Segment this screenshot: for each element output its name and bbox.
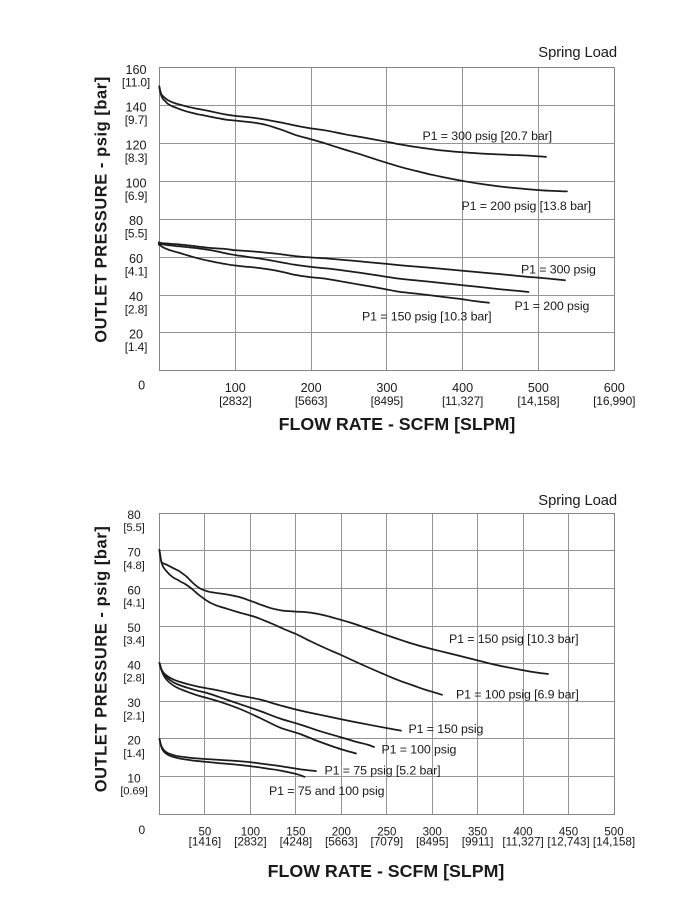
svg-text:20: 20 [129,328,143,342]
svg-text:[5663]: [5663] [295,394,327,408]
svg-text:[11.0]: [11.0] [122,75,150,89]
svg-text:200: 200 [332,826,351,838]
svg-text:100: 100 [241,826,260,838]
svg-text:[4248]: [4248] [280,835,313,849]
svg-text:0: 0 [138,823,145,837]
svg-text:[8.3]: [8.3] [125,151,148,165]
svg-text:[2.8]: [2.8] [125,302,148,316]
svg-text:OUTLET PRESSURE - psig [bar]: OUTLET PRESSURE - psig [bar] [93,76,111,343]
svg-text:[1.4]: [1.4] [125,340,148,354]
svg-text:120: 120 [125,139,146,153]
svg-text:40: 40 [127,659,141,673]
svg-text:100: 100 [125,176,146,190]
svg-text:Spring Load: Spring Load [538,493,617,509]
svg-text:[2.8]: [2.8] [123,673,144,685]
svg-text:[12,743]: [12,743] [547,835,589,849]
svg-text:[5.5]: [5.5] [123,522,144,534]
svg-text:[14,158]: [14,158] [593,835,635,849]
svg-text:300: 300 [423,826,442,838]
svg-text:Spring Load: Spring Load [538,45,617,61]
svg-text:[6.9]: [6.9] [125,189,148,203]
svg-text:[4.1]: [4.1] [125,265,148,279]
svg-text:20: 20 [127,734,141,748]
svg-text:[0.69]: [0.69] [120,786,147,798]
svg-text:[16,990]: [16,990] [593,394,635,408]
svg-text:[11,327]: [11,327] [442,394,483,408]
svg-text:[7079]: [7079] [371,835,404,849]
svg-text:P1 = 100 psig [6.9 bar]: P1 = 100 psig [6.9 bar] [456,687,579,701]
svg-text:70: 70 [127,546,141,560]
svg-text:[1.4]: [1.4] [123,748,144,760]
svg-text:50: 50 [127,621,141,635]
svg-text:600: 600 [604,381,625,395]
svg-text:[2832]: [2832] [234,835,267,849]
svg-text:150: 150 [286,826,305,838]
svg-text:OUTLET PRESSURE - psig [bar]: OUTLET PRESSURE - psig [bar] [93,526,111,793]
svg-text:[4.1]: [4.1] [123,598,144,610]
svg-text:80: 80 [127,508,141,522]
svg-text:[5.5]: [5.5] [125,227,148,241]
svg-text:[2.1]: [2.1] [123,710,144,722]
svg-text:[4.8]: [4.8] [123,560,144,572]
svg-text:450: 450 [559,826,578,838]
svg-text:P1 = 150 psig [10.3 bar]: P1 = 150 psig [10.3 bar] [362,310,492,324]
svg-text:FLOW RATE - SCFM [SLPM]: FLOW RATE - SCFM [SLPM] [279,414,516,434]
svg-text:40: 40 [129,290,143,304]
svg-text:80: 80 [129,214,143,228]
svg-text:250: 250 [377,826,396,838]
svg-text:[1416]: [1416] [189,835,222,849]
svg-text:400: 400 [452,381,473,395]
svg-text:60: 60 [129,252,143,266]
svg-text:10: 10 [127,771,141,785]
svg-text:P1 = 300 psig [20.7 bar]: P1 = 300 psig [20.7 bar] [423,129,553,143]
svg-text:[11,327]: [11,327] [502,835,543,849]
svg-text:P1 = 200 psig: P1 = 200 psig [515,299,590,313]
svg-text:[9911]: [9911] [462,835,494,849]
svg-text:FLOW RATE - SCFM [SLPM]: FLOW RATE - SCFM [SLPM] [268,861,505,881]
svg-text:400: 400 [514,826,533,838]
svg-text:[2832]: [2832] [219,394,251,408]
svg-text:500: 500 [528,381,549,395]
svg-text:P1 = 150 psig [10.3 bar]: P1 = 150 psig [10.3 bar] [449,632,579,646]
svg-text:160: 160 [125,63,146,77]
svg-text:500: 500 [604,826,623,838]
svg-text:200: 200 [301,381,322,395]
svg-text:100: 100 [225,381,246,395]
svg-text:350: 350 [468,826,487,838]
svg-text:P1 = 150 psig: P1 = 150 psig [409,722,484,736]
svg-text:30: 30 [127,696,141,710]
svg-text:P1 = 75 and 100 psig: P1 = 75 and 100 psig [269,784,385,798]
svg-text:P1 = 100 psig: P1 = 100 psig [382,743,457,757]
svg-text:50: 50 [199,826,212,838]
svg-text:0: 0 [138,379,145,393]
svg-text:140: 140 [125,101,146,115]
svg-text:[5663]: [5663] [325,835,358,849]
svg-text:P1 = 300 psig: P1 = 300 psig [521,263,596,277]
svg-text:[9.7]: [9.7] [125,113,148,127]
svg-text:[8495]: [8495] [416,835,449,849]
svg-text:[14,158]: [14,158] [517,394,559,408]
svg-text:60: 60 [127,583,141,597]
svg-text:[3.4]: [3.4] [123,635,144,647]
svg-text:P1 = 200 psig [13.8 bar]: P1 = 200 psig [13.8 bar] [462,199,592,213]
svg-text:P1 = 75 psig [5.2 bar]: P1 = 75 psig [5.2 bar] [325,764,441,778]
svg-text:[8495]: [8495] [371,394,403,408]
svg-text:300: 300 [376,381,397,395]
